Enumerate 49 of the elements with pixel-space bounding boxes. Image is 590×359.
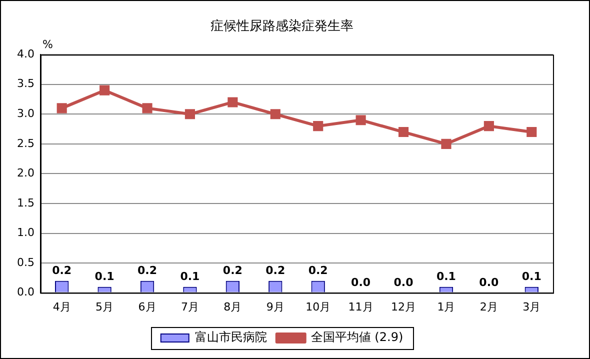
point — [100, 85, 110, 96]
y-tick-label: 2.0 — [16, 166, 34, 180]
data-label: 0.0 — [351, 276, 371, 290]
point — [313, 121, 324, 132]
chart-title: 症候性尿路感染症発生率 — [210, 18, 354, 34]
data-label: 0.0 — [394, 276, 414, 290]
data-label: 0.2 — [138, 264, 158, 278]
x-tick-label: 2月 — [480, 300, 498, 314]
x-tick-label: 6月 — [138, 300, 156, 314]
y-tick-label: 4.0 — [16, 47, 34, 60]
y-tick-label: 3.5 — [16, 77, 34, 90]
data-label: 0.2 — [308, 264, 328, 278]
data-label: 0.1 — [180, 270, 200, 284]
data-label: 0.1 — [436, 270, 456, 284]
point — [441, 138, 452, 149]
y-tick-label: 2.5 — [16, 136, 34, 150]
x-tick-label: 12月 — [391, 300, 416, 314]
data-label: 0.2 — [222, 264, 242, 278]
data-label: 0.1 — [522, 270, 542, 284]
point — [184, 109, 196, 120]
x-tick-label: 8月 — [224, 300, 242, 314]
point — [228, 97, 238, 108]
legend-label: 富山市民病院 — [194, 330, 267, 344]
point — [142, 103, 152, 114]
y-tick-label: 1.5 — [16, 196, 34, 210]
point — [56, 103, 67, 114]
x-tick-label: 5月 — [96, 300, 114, 314]
point — [398, 126, 409, 138]
y-axis-title: % — [42, 38, 53, 51]
y-tick-label: 0.0 — [16, 286, 34, 299]
x-tick-label: 1月 — [437, 300, 456, 314]
data-label: 0.2 — [52, 264, 72, 278]
data-label: 0.0 — [479, 276, 500, 290]
data-label: 0.1 — [94, 270, 114, 284]
x-tick-label: 3月 — [522, 300, 541, 314]
x-tick-label: 4月 — [52, 300, 71, 314]
point — [356, 115, 366, 126]
x-tick-label: 7月 — [180, 300, 199, 314]
point — [270, 109, 280, 120]
legend-label: 全国平均値 (2.9) — [310, 330, 404, 344]
x-tick-label: 9月 — [266, 300, 284, 314]
y-tick-label: 3.0 — [16, 107, 34, 120]
x-tick-label: 11月 — [348, 300, 374, 314]
point — [526, 126, 537, 138]
y-tick-label: 1.0 — [16, 226, 34, 240]
point — [484, 121, 494, 132]
x-tick-label: 10月 — [306, 300, 331, 314]
y-tick-label: 0.5 — [16, 256, 34, 269]
data-label: 0.2 — [266, 264, 286, 278]
